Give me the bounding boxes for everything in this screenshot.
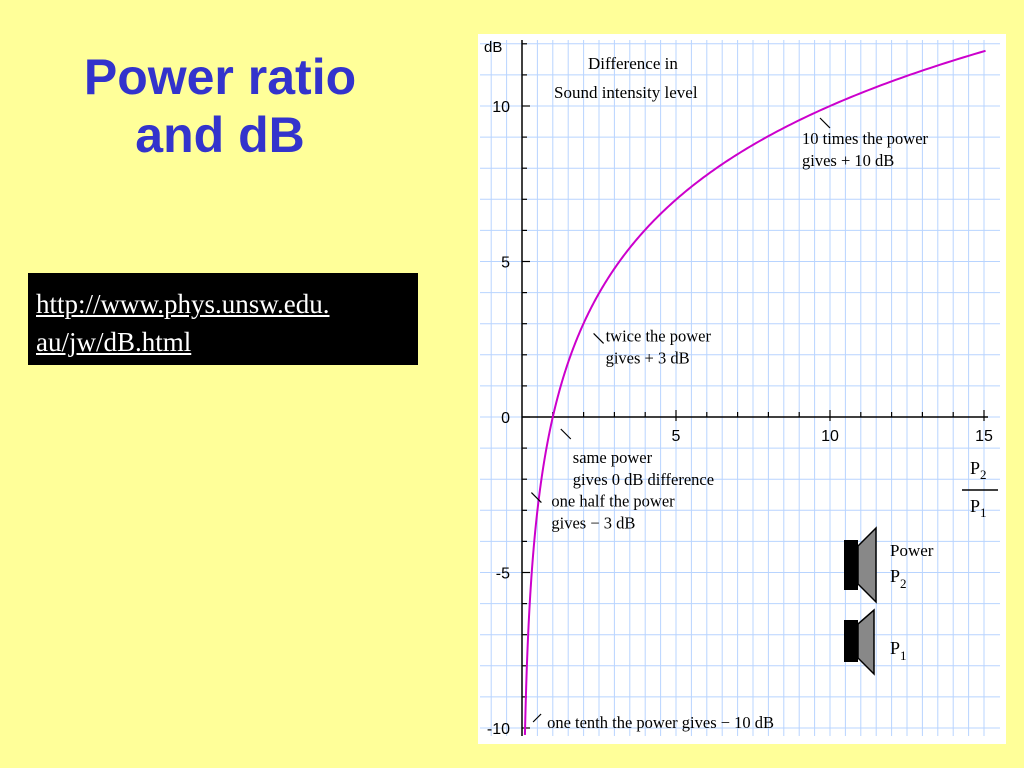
annotation-line1: 10 times the power — [802, 129, 929, 148]
legend: Power P2 P1 — [844, 526, 934, 676]
x-tick-label: 15 — [975, 428, 993, 445]
chart-axes — [521, 40, 988, 736]
annotation-line1: same power — [573, 448, 653, 467]
y-tick-label: 10 — [492, 99, 510, 116]
annotation-line1: twice the power — [606, 326, 712, 345]
chart-panel: 5 10 15 -10 -5 0 5 10 10 times the power gives +… — [478, 34, 1006, 744]
annotation-pointer — [560, 428, 572, 440]
annotation-pointer — [530, 492, 542, 504]
slide-title-line2: and dB — [135, 107, 305, 163]
slide-title: Power ratio and dB — [20, 48, 420, 164]
legend-p1-label: P1 — [890, 638, 907, 663]
annotation-line2: gives + 10 dB — [802, 151, 894, 170]
y-tick-label: -5 — [496, 566, 510, 583]
annotation-line2: gives + 3 dB — [606, 348, 690, 367]
annotation-line2: gives − 3 dB — [551, 514, 635, 533]
y-tick-label: 5 — [501, 255, 510, 272]
chart-grid — [480, 40, 1000, 736]
annotation-line2: gives 0 dB difference — [573, 470, 714, 489]
y-axis-label: dB — [484, 39, 502, 56]
slide-title-line1: Power ratio — [83, 49, 357, 105]
chart-ticks: 5 10 15 -10 -5 0 5 10 — [487, 43, 993, 738]
series-curve — [523, 49, 986, 735]
chart-annotations: 10 times the power gives + 10 dB twice the… — [530, 117, 929, 732]
speaker-p1-icon — [844, 608, 875, 676]
annotation-line1: one tenth the power gives − 10 dB — [547, 713, 774, 732]
x-tick-label: 10 — [821, 428, 839, 445]
db-chart: 5 10 15 -10 -5 0 5 10 10 times the power gives +… — [480, 39, 1000, 738]
x-axis-label: P2 P1 — [962, 458, 998, 520]
x-tick-label: 5 — [672, 428, 681, 445]
annotation-pointer — [593, 332, 605, 344]
annotation-pointer — [819, 117, 831, 129]
legend-power-label: Power — [890, 541, 934, 560]
x-label-denominator: P1 — [970, 496, 987, 520]
legend-p2-label: P2 — [890, 566, 907, 591]
chart-title-line1: Difference in — [588, 54, 678, 73]
source-link-line2[interactable]: au/jw/dB.html — [36, 327, 192, 357]
chart-title-line2: Sound intensity level — [554, 83, 698, 102]
link-box: http://www.phys.unsw.edu. au/jw/dB.html — [28, 273, 418, 365]
annotation-line1: one half the power — [551, 492, 675, 511]
y-tick-label: 0 — [501, 410, 510, 427]
annotation-pointer — [532, 713, 542, 723]
y-tick-label: -10 — [487, 721, 510, 738]
source-link-line1[interactable]: http://www.phys.unsw.edu. — [36, 289, 330, 319]
x-label-numerator: P2 — [970, 458, 987, 482]
speaker-p2-icon — [844, 526, 877, 604]
